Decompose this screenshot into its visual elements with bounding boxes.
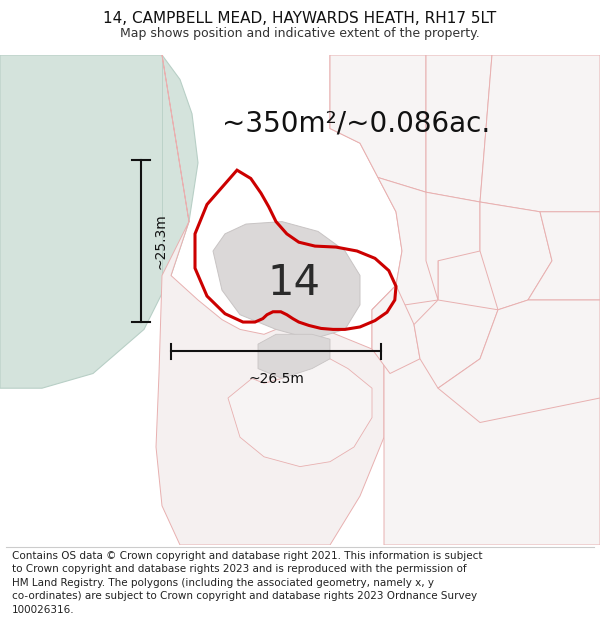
Polygon shape [258,334,330,378]
Polygon shape [156,55,384,545]
Polygon shape [426,55,492,202]
Polygon shape [480,55,600,212]
Text: 14: 14 [268,262,320,304]
Polygon shape [372,285,420,374]
Polygon shape [480,202,552,310]
Polygon shape [0,55,198,388]
Polygon shape [330,55,426,192]
Text: Map shows position and indicative extent of the property.: Map shows position and indicative extent… [120,27,480,39]
Text: co-ordinates) are subject to Crown copyright and database rights 2023 Ordnance S: co-ordinates) are subject to Crown copyr… [12,591,477,601]
Text: Contains OS data © Crown copyright and database right 2021. This information is : Contains OS data © Crown copyright and d… [12,551,482,561]
Polygon shape [414,300,498,388]
Polygon shape [438,300,600,423]
Text: ~350m²/~0.086ac.: ~350m²/~0.086ac. [222,109,490,138]
Polygon shape [372,177,438,310]
Text: ~25.3m: ~25.3m [153,213,167,269]
Text: ~26.5m: ~26.5m [248,372,304,386]
Polygon shape [528,212,600,300]
Polygon shape [426,192,480,300]
Text: 14, CAMPBELL MEAD, HAYWARDS HEATH, RH17 5LT: 14, CAMPBELL MEAD, HAYWARDS HEATH, RH17 … [103,11,497,26]
Text: 100026316.: 100026316. [12,605,74,615]
Polygon shape [330,55,600,545]
Text: to Crown copyright and database rights 2023 and is reproduced with the permissio: to Crown copyright and database rights 2… [12,564,467,574]
Text: HM Land Registry. The polygons (including the associated geometry, namely x, y: HM Land Registry. The polygons (includin… [12,578,434,587]
Polygon shape [213,222,360,339]
Polygon shape [228,359,372,467]
